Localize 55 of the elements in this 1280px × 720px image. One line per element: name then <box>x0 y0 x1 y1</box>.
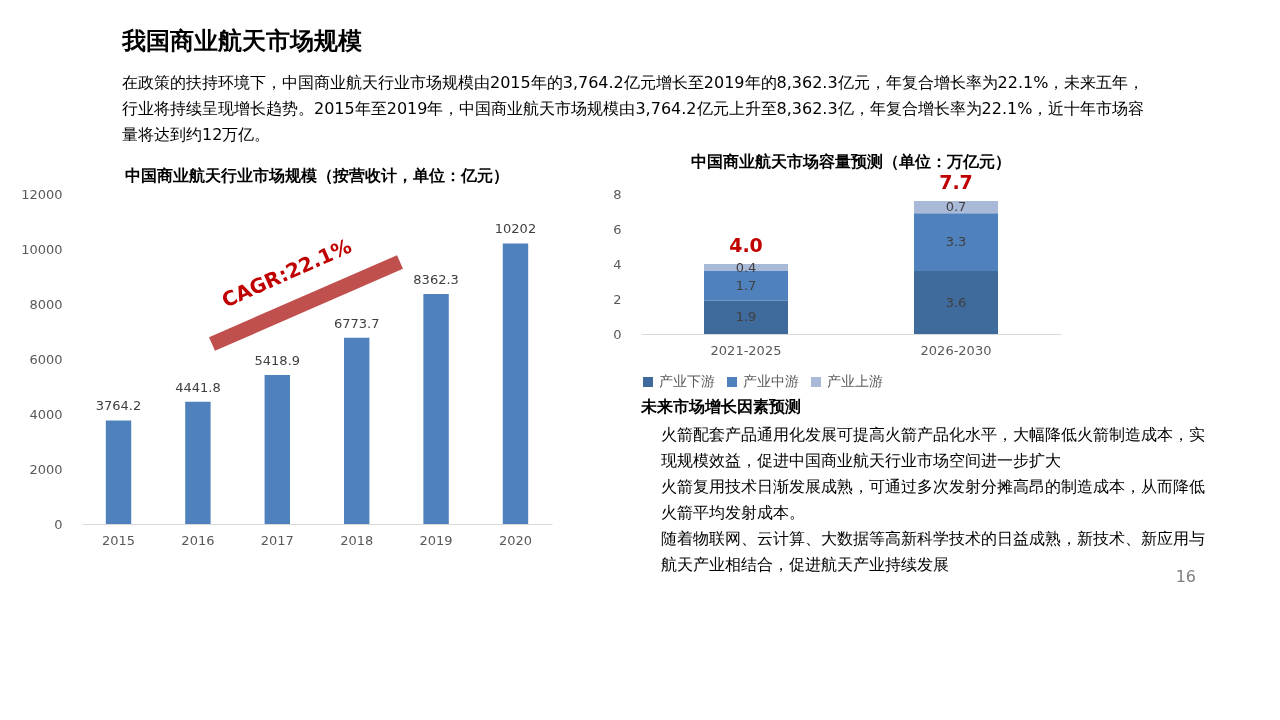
y-tick-label: 6000 <box>29 351 63 367</box>
bar <box>264 374 291 524</box>
bar <box>423 294 449 524</box>
data-label: 1.7 <box>735 277 757 293</box>
x-tick-label: 2015 <box>101 532 136 548</box>
data-label: 3.3 <box>945 234 967 250</box>
data-label: 6773.7 <box>333 315 380 331</box>
legend-label: 产业上游 <box>827 373 883 389</box>
data-label: 0.7 <box>945 199 967 215</box>
y-tick-label: 12000 <box>21 186 63 202</box>
y-tick-label: 2000 <box>29 461 63 477</box>
bar <box>343 337 370 524</box>
y-tick-label: 6 <box>613 221 622 237</box>
y-tick-label: 4 <box>613 256 622 272</box>
total-label: 4.0 <box>729 234 763 256</box>
text: 火箭复用技术日渐发展成熟，可通过多次发射分摊高昂的制造成本，从而降低火箭平均发射成本。 <box>661 477 1205 522</box>
y-tick-label: 4000 <box>29 406 63 422</box>
y-tick-label: 0 <box>54 516 63 532</box>
data-label: 3764.2 <box>95 398 142 414</box>
data-label: 4441.8 <box>175 379 221 395</box>
bar <box>914 201 998 214</box>
bar <box>914 213 998 271</box>
bar <box>502 243 529 524</box>
data-label: 1.9 <box>735 309 757 325</box>
legend-label: 产业中游 <box>743 373 799 389</box>
x-tick-label: 2017 <box>260 532 294 548</box>
bar <box>185 401 211 524</box>
total-label: 7.7 <box>939 171 973 193</box>
text: 火箭配套产品通用化发展可提高火箭产品化水平，大幅降低火箭制造成本，实现规模效益，促进中国商业航天行业市场空间进一步扩大 <box>661 425 1205 470</box>
y-tick-label: 2 <box>613 291 622 307</box>
data-label: 8362.3 <box>413 272 459 288</box>
bar <box>914 271 998 334</box>
x-tick-label: 2021-2025 <box>710 342 782 358</box>
y-tick-label: 0 <box>613 326 622 342</box>
data-label: 5418.9 <box>254 352 301 368</box>
x-tick-label: 2026-2030 <box>920 342 992 358</box>
x-tick-label: 2020 <box>498 532 533 548</box>
chart-title: 中国商业航天行业市场规模（按营收计，单位：亿元） <box>125 166 509 185</box>
y-tick-label: 10000 <box>21 241 63 257</box>
text: 未来市场增长因素预测 <box>640 397 801 416</box>
data-label: 0.4 <box>735 259 757 275</box>
x-tick-label: 2019 <box>419 532 453 548</box>
text: 我国商业航天市场规模 <box>121 27 362 55</box>
legend-label: 产业下游 <box>659 373 715 389</box>
y-tick-label: 8 <box>613 186 622 202</box>
bar <box>704 271 788 301</box>
bar <box>105 420 132 524</box>
data-label: 3.6 <box>945 294 967 310</box>
data-label: 10202 <box>494 221 537 237</box>
x-tick-label: 2018 <box>340 532 374 548</box>
x-tick-label: 2016 <box>181 532 215 548</box>
bar <box>704 300 788 334</box>
text: 在政策的扶持环境下，中国商业航天行业市场规模由2015年的3,764.2亿元增长至2019年的8,362.3亿元，年复合增长率为22.1%，未来五年，行业将持续呈现增长趋势。2015年至2019年，中国商业航天市场规模由3,764.2亿元上升至8,362.3亿，年复合增长率为22.1%，近十年市场容量将达到约12万亿。 <box>122 73 1145 144</box>
y-tick-label: 8000 <box>29 296 63 312</box>
chart-title: 中国商业航天市场容量预测（单位：万亿元） <box>691 152 1011 171</box>
